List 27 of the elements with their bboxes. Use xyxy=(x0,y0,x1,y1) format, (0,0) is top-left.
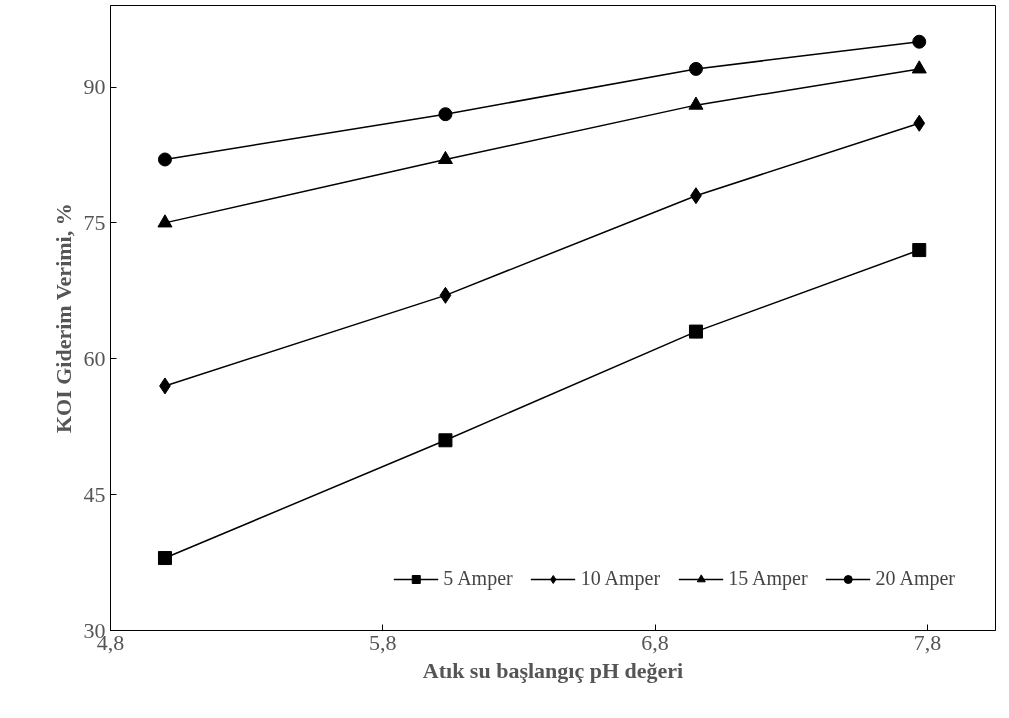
point xyxy=(688,324,703,339)
y-tick-label: 90 xyxy=(83,74,106,100)
point xyxy=(437,150,453,165)
point xyxy=(439,286,452,304)
point xyxy=(688,61,703,76)
point xyxy=(688,96,704,110)
y-axis-title: KOI Giderim Verimi, % xyxy=(50,203,76,434)
point xyxy=(438,433,453,448)
legend-label: 20 Amper xyxy=(875,567,955,590)
legend-label: 10 Amper xyxy=(580,567,661,590)
point xyxy=(438,107,453,122)
point xyxy=(913,114,926,132)
point xyxy=(911,60,927,74)
y-tick-label: 75 xyxy=(83,209,106,235)
legend-label: 15 Amper xyxy=(728,567,808,590)
point xyxy=(157,152,172,167)
point xyxy=(157,551,172,566)
point xyxy=(157,214,173,228)
x-tick-label: 6,8 xyxy=(641,629,669,655)
x-tick-label: 5,8 xyxy=(369,629,397,655)
point xyxy=(912,243,927,258)
x-axis-title: Atık su başlangıç pH değeri xyxy=(422,657,684,683)
point xyxy=(912,34,927,49)
y-tick-label: 45 xyxy=(83,481,106,507)
x-tick-label: 7,8 xyxy=(913,629,942,655)
legend-label: 5 Amper xyxy=(443,567,513,590)
y-tick-label: 60 xyxy=(83,345,106,371)
